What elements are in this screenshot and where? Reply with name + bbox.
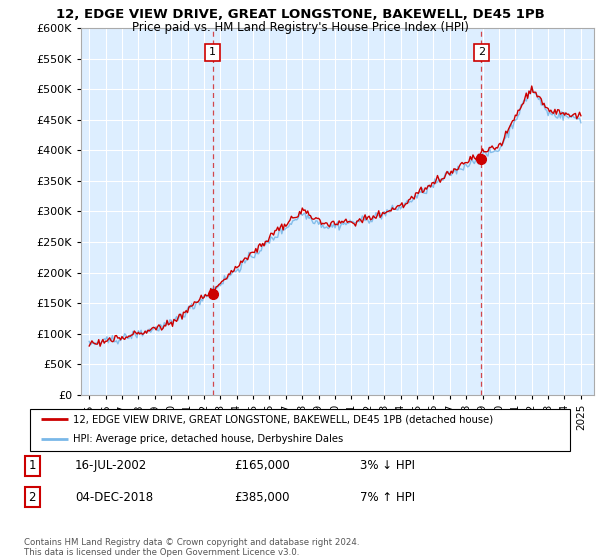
Text: 2: 2 (478, 48, 485, 58)
Text: Contains HM Land Registry data © Crown copyright and database right 2024.
This d: Contains HM Land Registry data © Crown c… (24, 538, 359, 557)
Text: 1: 1 (209, 48, 216, 58)
Text: HPI: Average price, detached house, Derbyshire Dales: HPI: Average price, detached house, Derb… (73, 434, 343, 444)
Text: 3% ↓ HPI: 3% ↓ HPI (360, 459, 415, 473)
Text: Price paid vs. HM Land Registry's House Price Index (HPI): Price paid vs. HM Land Registry's House … (131, 21, 469, 34)
Text: £165,000: £165,000 (235, 459, 290, 473)
Text: 12, EDGE VIEW DRIVE, GREAT LONGSTONE, BAKEWELL, DE45 1PB: 12, EDGE VIEW DRIVE, GREAT LONGSTONE, BA… (56, 8, 544, 21)
Text: 7% ↑ HPI: 7% ↑ HPI (360, 491, 415, 504)
Text: £385,000: £385,000 (235, 491, 290, 504)
Text: 16-JUL-2002: 16-JUL-2002 (75, 459, 147, 473)
Text: 2: 2 (29, 491, 36, 504)
Text: 04-DEC-2018: 04-DEC-2018 (75, 491, 153, 504)
Text: 12, EDGE VIEW DRIVE, GREAT LONGSTONE, BAKEWELL, DE45 1PB (detached house): 12, EDGE VIEW DRIVE, GREAT LONGSTONE, BA… (73, 414, 493, 424)
Text: 1: 1 (29, 459, 36, 473)
